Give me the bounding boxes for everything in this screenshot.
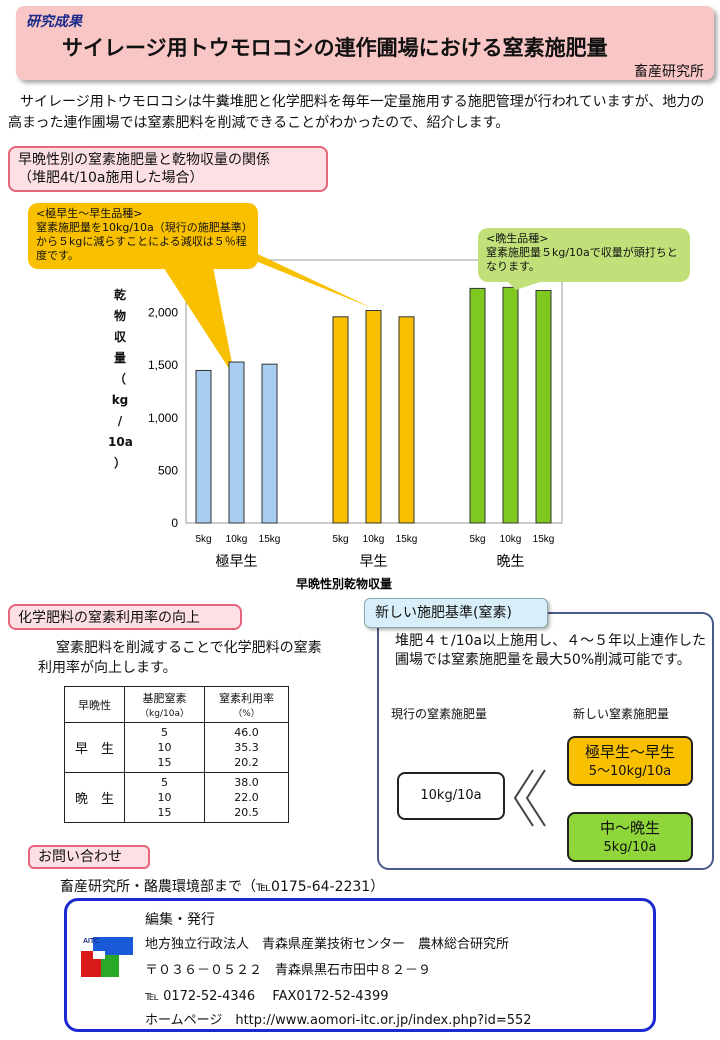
contact-text: 畜産研究所・酪農環境部まで（℡0175-64-2231） (60, 879, 385, 895)
y-tick-label: 1,000 (148, 411, 178, 425)
chart-bar (195, 369, 212, 524)
table-cell-nitrogen: 5 10 15 (124, 722, 205, 773)
chart-ylabel-char: ） (113, 456, 126, 470)
callout-pointer-early (160, 262, 235, 378)
x-group-label: 早生 (360, 554, 388, 570)
section2-text2: 利用率が向上します。 (38, 660, 177, 676)
chart-bar (228, 361, 245, 524)
callout-early-body: 窒素施肥量を10kg/10a（現行の施肥基準）から５kgに減らすことによる減収は… (36, 221, 248, 262)
chart-ylabel-char: 量 (113, 351, 126, 365)
table-row: 晩 生 5 10 15 38.0 22.0 20.5 (64, 772, 289, 823)
chart-xlabel: 早晩性別乾物収量 (296, 576, 392, 591)
x-group-label: 極早生 (216, 554, 258, 570)
chart-ylabel-char: / (117, 414, 123, 428)
callout-late: <晩生品種> 窒素施肥量５kg/10aで収量が頭打ちとなります。 (478, 228, 690, 282)
chart-ylabel-char: （ (113, 372, 126, 386)
table-header-rate-unit: （%） (233, 709, 260, 719)
publisher-footer: 編集・発行 地方独立行政法人 青森県産業技術センター 農林総合研究所 〒０３６－… (64, 898, 656, 1032)
x-tick-label: 10kg (363, 534, 385, 545)
chart-bar (398, 316, 415, 524)
chart-ylabel-char: 乾 (113, 288, 126, 302)
section1-line1: 早晩性別の窒素施肥量と乾物収量の関係 (18, 152, 270, 168)
callout-early-title: <極早生～早生品種> (36, 207, 143, 220)
footer-homepage[interactable]: ホームページ http://www.aomori-itc.or.jp/index… (145, 1013, 532, 1028)
section1-title: 早晩性別の窒素施肥量と乾物収量の関係 （堆肥4t/10a施用した場合） (8, 146, 328, 192)
new-value-box-late: 中～晩生 5kg/10a (567, 812, 693, 862)
new-standard-box: 堆肥４ｔ/10a以上施用し、４～５年以上連作した圃場では窒素施肥量を最大50%削… (377, 612, 714, 870)
y-tick-label: 500 (158, 463, 178, 477)
chart-ylabel-char: 10a (108, 435, 133, 449)
footer-editor: 編集・発行 (145, 912, 215, 928)
new-label: 新しい窒素施肥量 (573, 707, 670, 721)
table-cell-type: 晩 生 (64, 772, 125, 823)
header-org: 畜産研究所 (634, 64, 704, 80)
header-banner: 研究成果 サイレージ用トウモロコシの連作圃場における窒素施肥量 畜産研究所 (16, 6, 714, 80)
new-value-box-early-title: 極早生～早生 (584, 743, 675, 761)
section3-title: 新しい施肥基準(窒素) (364, 598, 548, 628)
current-label: 現行の窒素施肥量 (391, 707, 488, 721)
chart-ylabel: 乾物収量 （ kg / 10a ） (108, 285, 133, 474)
table-cell-type: 早 生 (64, 722, 125, 773)
new-value-box-late-title: 中～晩生 (599, 819, 660, 837)
chart-plot-area (185, 259, 563, 524)
chart-bar (332, 316, 349, 524)
section1-line2: （堆肥4t/10a施用した場合） (18, 170, 204, 186)
table-header-rate-label: 窒素利用率 (219, 692, 274, 705)
intro-text: サイレージ用トウモロコシは牛糞堆肥と化学肥料を毎年一定量施用する施肥管理が行われ… (8, 94, 705, 131)
y-tick-label: 0 (171, 516, 178, 530)
table-header-type: 早晩性 (64, 686, 125, 723)
x-tick-label: 15kg (396, 534, 418, 545)
double-chevron-icon (513, 769, 546, 827)
chart-bar (261, 363, 278, 524)
table-header-nitrogen-unit: （kg/10a） (140, 709, 189, 719)
current-value-box: 10kg/10a (397, 772, 505, 820)
y-tick-label: 1,500 (148, 358, 178, 372)
section2-text1: 窒素肥料を削減することで化学肥料の窒素 (56, 640, 322, 656)
new-value-box-late-value: 5kg/10a (603, 840, 657, 855)
chart-ylabel-char: 収 (113, 330, 126, 344)
page-title: サイレージ用トウモロコシの連作圃場における窒素施肥量 (62, 36, 608, 60)
callout-late-title: <晩生品種> (486, 232, 549, 245)
footer-phone: ℡ 0172-52-4346 FAX0172-52-4399 (145, 989, 389, 1004)
table-header-rate: 窒素利用率 （%） (204, 686, 289, 723)
footer-org: 地方独立行政法人 青森県産業技術センター 農林総合研究所 (145, 937, 510, 952)
callout-pointer-late (508, 282, 540, 290)
x-tick-label: 5kg (332, 534, 348, 545)
new-standard-text: 堆肥４ｔ/10a以上施用し、４～５年以上連作した圃場では窒素施肥量を最大50%削… (395, 633, 707, 668)
logo-text: AITC (83, 938, 99, 945)
header-tag: 研究成果 (26, 14, 82, 30)
footer-address: 〒０３６－０５２２ 青森県黒石市田中８２－９ (145, 963, 432, 978)
chart-ylabel-char: 物 (113, 309, 126, 323)
contact-title: お問い合わせ (28, 845, 150, 869)
x-tick-label: 10kg (500, 534, 522, 545)
table-header-nitrogen: 基肥窒素 （kg/10a） (124, 686, 205, 723)
new-value-box-early: 極早生～早生 5～10kg/10a (567, 736, 693, 786)
new-value-box-early-value: 5～10kg/10a (588, 764, 672, 779)
table-cell-rate: 46.0 35.3 20.2 (204, 722, 289, 773)
x-tick-label: 10kg (226, 534, 248, 545)
table-cell-nitrogen: 5 10 15 (124, 772, 205, 823)
chart-bar (469, 287, 486, 524)
chart-bar (365, 309, 382, 524)
x-tick-label: 5kg (195, 534, 211, 545)
x-tick-label: 15kg (259, 534, 281, 545)
aitc-logo-icon: AITC (81, 937, 133, 977)
chart-bar (502, 286, 519, 524)
x-tick-label: 5kg (469, 534, 485, 545)
table-cell-rate: 38.0 22.0 20.5 (204, 772, 289, 823)
x-group-label: 晩生 (497, 554, 525, 570)
table-header-nitrogen-label: 基肥窒素 (142, 692, 187, 705)
chart-ylabel-char: kg (111, 393, 129, 407)
x-tick-label: 15kg (533, 534, 555, 545)
callout-late-body: 窒素施肥量５kg/10aで収量が頭打ちとなります。 (486, 246, 678, 273)
y-tick-label: 2,000 (148, 306, 178, 320)
chart-bar (535, 290, 552, 524)
table-row: 早 生 5 10 15 46.0 35.3 20.2 (64, 722, 289, 773)
callout-early: <極早生～早生品種> 窒素施肥量を10kg/10a（現行の施肥基準）から５kgに… (28, 203, 258, 269)
section2-title: 化学肥料の窒素利用率の向上 (8, 604, 242, 630)
nitrogen-table: 早晩性 基肥窒素 （kg/10a） 窒素利用率 （%） 早 生 5 10 15 … (64, 686, 289, 823)
